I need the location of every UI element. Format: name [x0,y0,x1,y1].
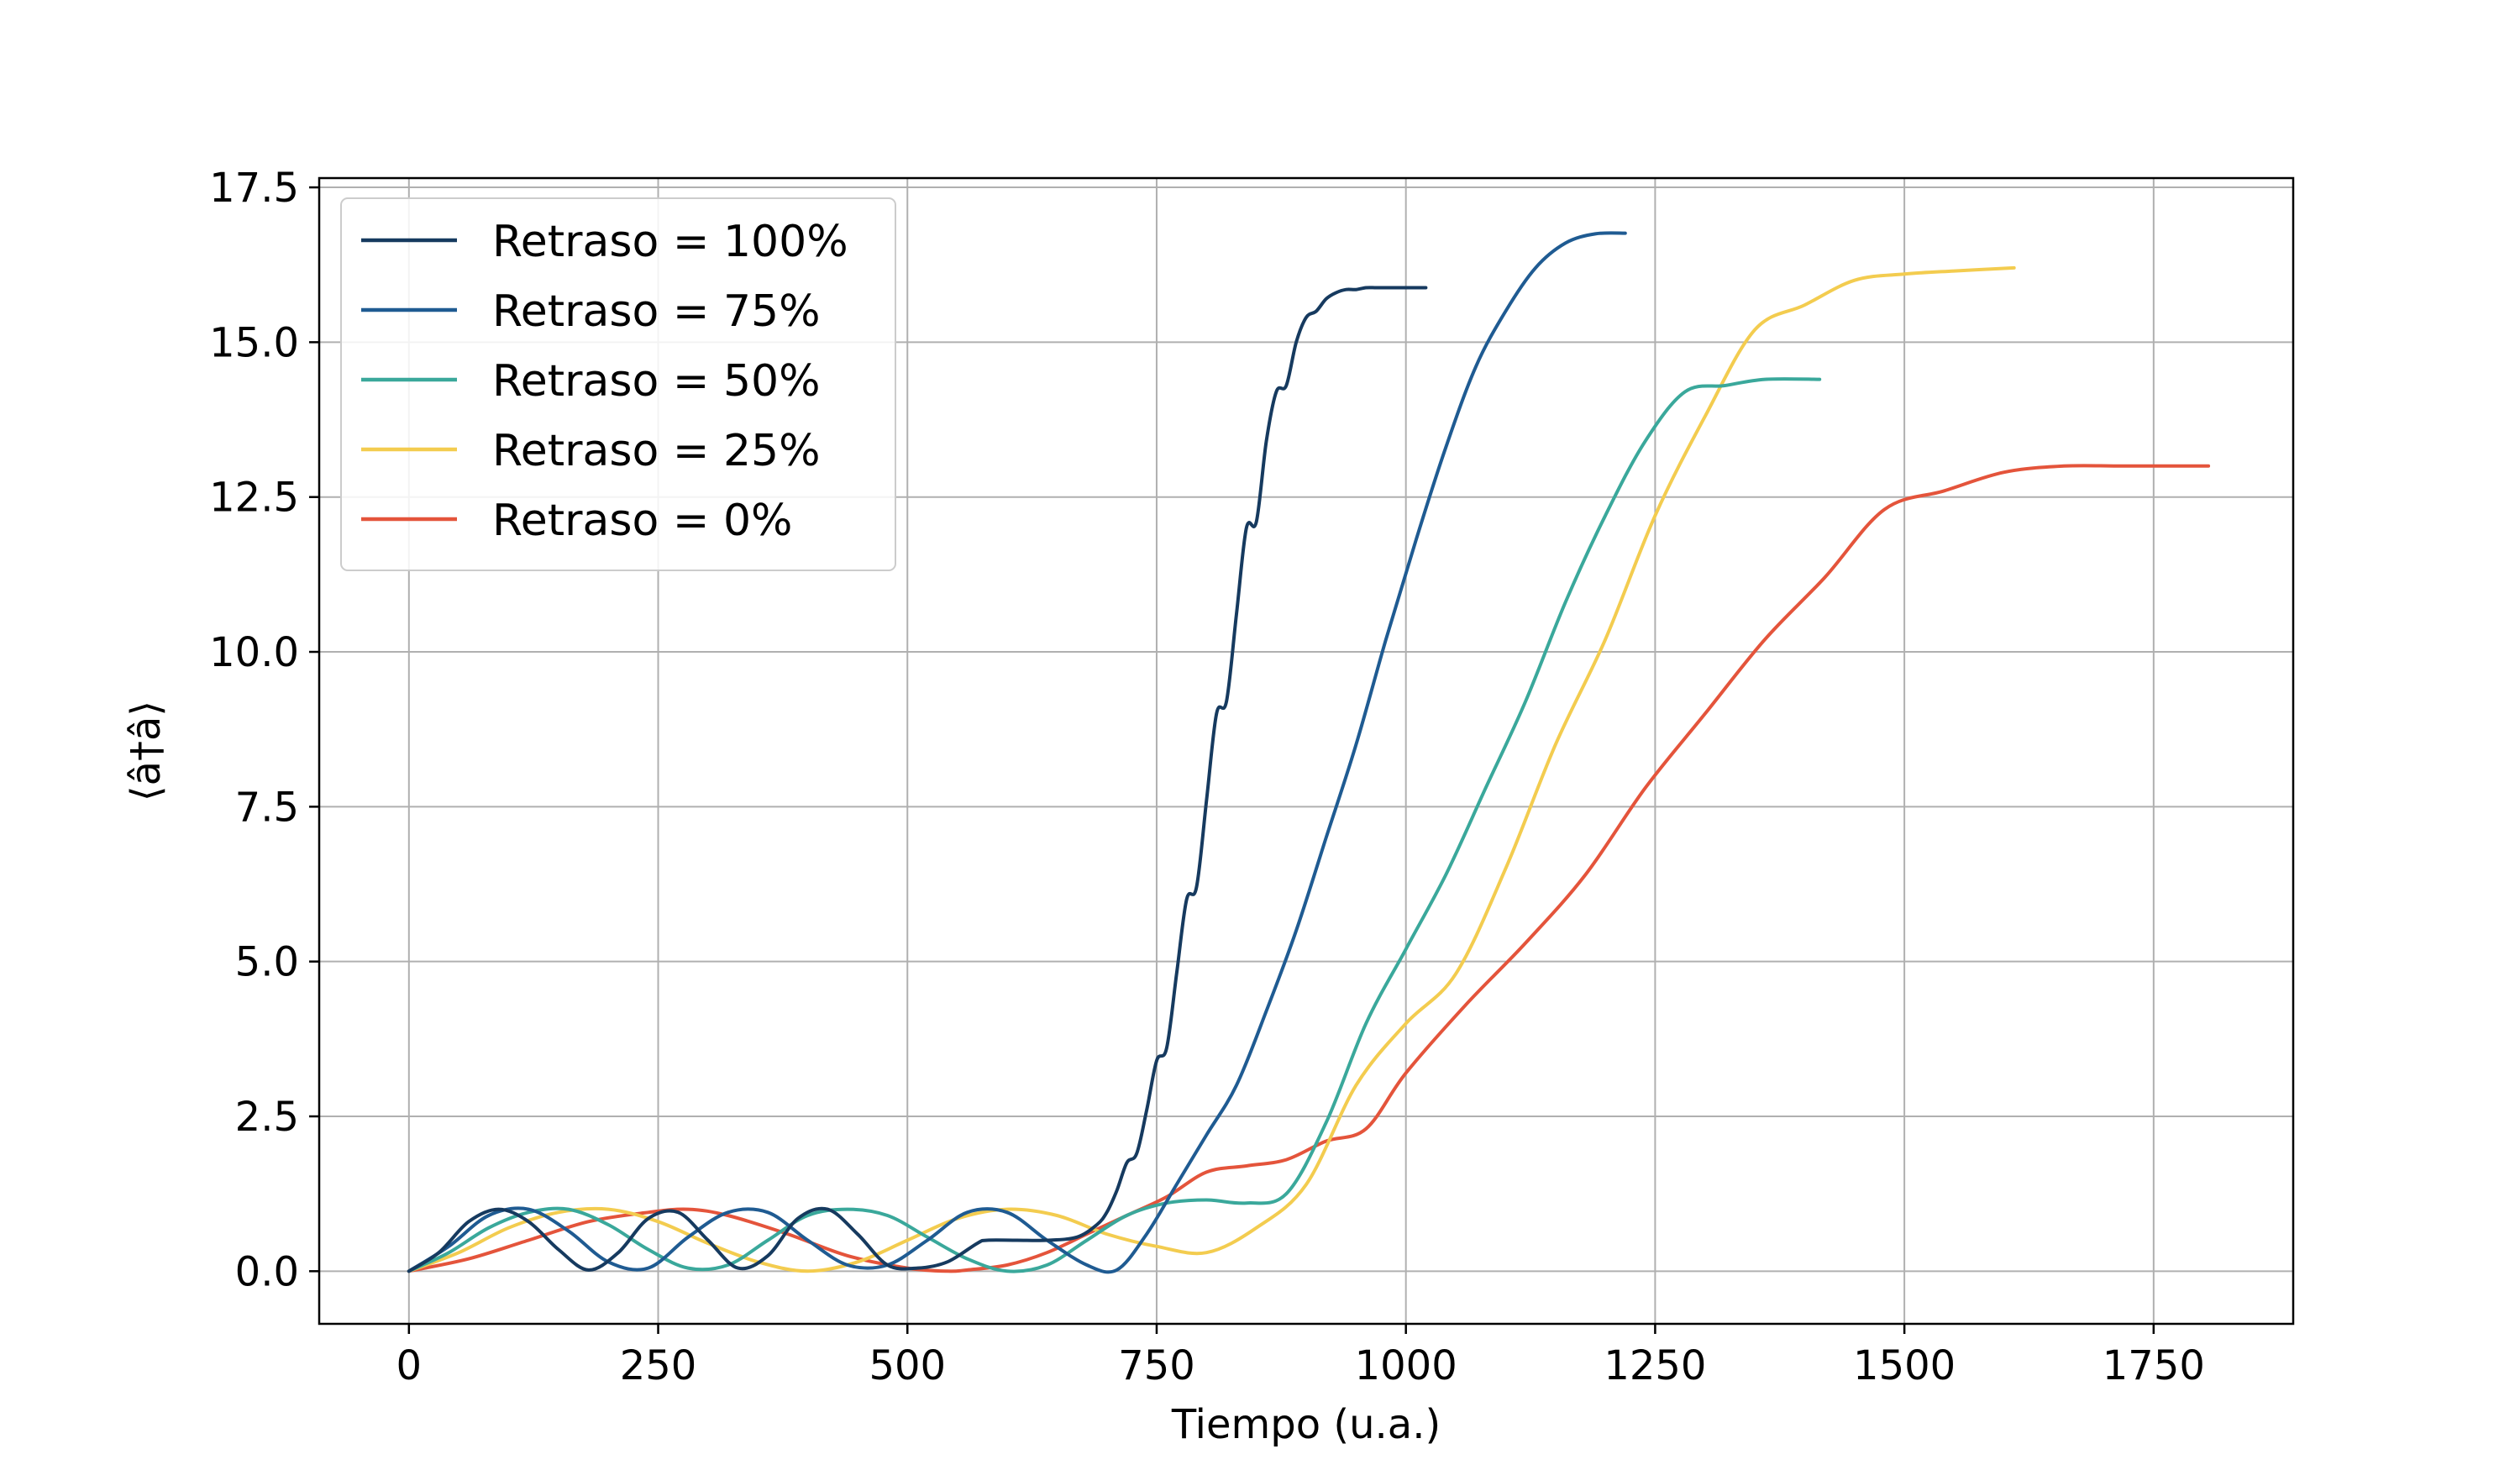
x-tick-label: 500 [869,1342,946,1389]
series-line-retraso-75 [407,231,1627,1274]
y-tick-label: 7.5 [235,784,299,831]
x-tick-label: 750 [1118,1342,1195,1389]
x-tick-label: 0 [396,1342,423,1389]
y-tick-label: 17.5 [209,165,299,212]
x-axis-label: Tiempo (u.a.) [1171,1401,1441,1448]
series-lines [407,231,2211,1274]
y-tick-label: 12.5 [209,475,299,522]
series-line-retraso-0 [407,464,2211,1273]
legend-label: Retraso = 50% [492,356,821,407]
y-tick-label: 5.0 [235,939,299,986]
y-tick-label: 10.0 [209,629,299,676]
x-tick-label: 250 [620,1342,697,1389]
series-line-retraso-100 [407,286,1428,1273]
x-tick-label: 1500 [1853,1342,1956,1389]
series-line-retraso-25 [407,265,2016,1273]
y-axis-label: ⟨â†â⟩ [123,701,170,801]
axes-frame [318,176,2295,1326]
legend-label: Retraso = 100% [492,217,848,267]
x-tick-label: 1250 [1604,1342,1706,1389]
x-tick-label: 1000 [1355,1342,1457,1389]
y-tick-label: 15.0 [209,319,299,366]
grid [319,178,2293,1324]
legend-label: Retraso = 0% [492,496,792,546]
x-tick-label: 1750 [2103,1342,2205,1389]
legend-label: Retraso = 75% [492,286,821,337]
legend: Retraso = 100% Retraso = 75% Retraso = 50%… [340,197,896,571]
ticks: 0 250 500 750 1000 1250 1500 1750 0.0 2.5 5.0 7.5 10… [209,165,2205,1389]
y-tick-label: 0.0 [235,1248,299,1295]
legend-box [340,197,896,571]
legend-label: Retraso = 25% [492,426,821,476]
y-tick-label: 2.5 [235,1094,299,1141]
